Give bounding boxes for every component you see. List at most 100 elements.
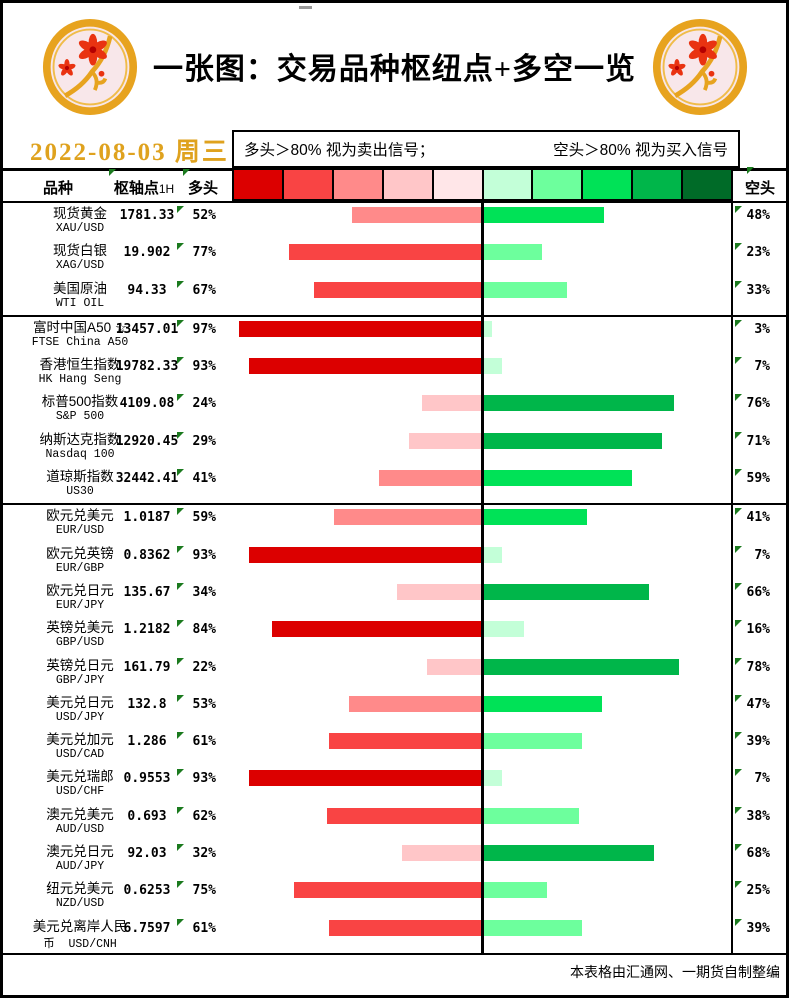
long-bar: [397, 583, 482, 600]
corner-flag-icon: [177, 881, 184, 889]
pivot-value: 1.0187: [123, 510, 171, 526]
short-bar: [484, 281, 567, 298]
table-row: 美国原油 WTI OIL 94.33 67% 33%: [0, 278, 789, 315]
long-pct: 41%: [192, 471, 216, 487]
instrument-name: 美元兑日元: [46, 694, 114, 710]
table-row: 标普500指数 S&P 500 4109.08 24% 76%: [0, 391, 789, 428]
short-bar: [484, 395, 674, 412]
column-header-long: 多头: [187, 180, 218, 197]
long-pct: 84%: [192, 622, 216, 638]
table-row: 澳元兑日元 AUD/JPY 92.03 32% 68%: [0, 841, 789, 878]
corner-flag-icon: [177, 582, 184, 590]
long-pct: 22%: [192, 659, 216, 675]
instrument-name: 纽元兑美元: [46, 881, 114, 897]
column-header-pivot: 枢轴点1H: [103, 177, 185, 198]
instrument-code: XAU/USD: [55, 222, 105, 235]
corner-flag-icon: [177, 508, 184, 516]
long-pct: 93%: [192, 359, 216, 375]
corner-flag-icon: [177, 918, 184, 926]
long-bar: [249, 358, 482, 375]
corner-flag-icon: [735, 657, 742, 665]
long-pct: 29%: [192, 433, 216, 449]
short-bar: [484, 358, 502, 375]
pivot-value: 0.9553: [123, 771, 171, 787]
scale-swatch: [283, 170, 332, 199]
pivot-value: 1.286: [127, 734, 167, 750]
table-row: 香港恒生指数 HK Hang Seng 19782.33 93% 7%: [0, 354, 789, 391]
long-pct: 59%: [192, 510, 216, 526]
corner-flag-icon: [177, 469, 184, 477]
instrument-code: XAG/USD: [55, 259, 105, 273]
corner-flag-icon: [735, 732, 742, 740]
corner-flag-icon: [735, 620, 742, 628]
short-bar: [484, 695, 602, 712]
pivot-value: 135.67: [123, 584, 171, 600]
top-dash-mark: [299, 6, 312, 9]
long-pct: 53%: [192, 696, 216, 712]
instrument-code: Nasdaq 100: [45, 447, 115, 461]
corner-flag-icon: [177, 545, 184, 553]
group-separator: [0, 314, 789, 317]
corner-flag-icon: [177, 844, 184, 852]
corner-flag-icon: [735, 394, 742, 402]
scale-swatch: [234, 170, 282, 199]
corner-flag-icon: [735, 206, 742, 213]
long-bar: [314, 281, 482, 298]
instrument-code: EUR/JPY: [55, 598, 105, 612]
long-bar: [334, 509, 482, 526]
table-row: 澳元兑美元 AUD/USD 0.693 62% 38%: [0, 804, 789, 841]
pivot-value: 94.33: [127, 282, 167, 298]
instrument-code: US30: [66, 485, 94, 499]
corner-flag-icon: [735, 844, 742, 852]
gold-medallion-icon: [42, 18, 138, 116]
corner-flag-icon: [177, 243, 184, 251]
corner-flag-icon: [735, 769, 742, 777]
pivot-value: 1.2182: [123, 622, 171, 638]
corner-flag-icon: [177, 431, 184, 439]
long-pct: 77%: [192, 245, 216, 261]
long-pct: 62%: [192, 808, 216, 824]
short-bar: [484, 546, 502, 563]
short-pct: 38%: [746, 808, 770, 824]
column-header-instrument: 品种: [42, 180, 73, 197]
instrument-code: EUR/USD: [55, 524, 105, 538]
corner-flag-icon: [177, 319, 184, 327]
short-pct: 23%: [746, 245, 770, 261]
short-bar: [484, 432, 662, 449]
pivot-value: 0.6253: [123, 883, 171, 899]
corner-flag-icon: [177, 769, 184, 777]
instrument-name: 美元兑瑞郎: [46, 769, 114, 785]
corner-flag-icon: [735, 545, 742, 553]
scale-swatch: [333, 170, 382, 199]
pivot-value: 4109.08: [119, 396, 175, 412]
short-pct: 39%: [746, 734, 770, 750]
table-row: 现货白银 XAG/USD 19.902 77% 23%: [0, 240, 789, 277]
short-signal-note: 空头＞80% 视为买入信号: [553, 142, 728, 159]
short-bar: [484, 658, 679, 675]
corner-flag-icon: [177, 620, 184, 628]
instrument-name: 美国原油: [53, 280, 107, 296]
short-pct: 78%: [746, 659, 770, 675]
instrument-code: GBP/JPY: [55, 673, 105, 687]
corner-flag-icon: [735, 469, 742, 477]
long-bar: [249, 770, 482, 787]
pivot-label: 枢轴点: [113, 180, 159, 197]
signal-note-box: 多头＞80% 视为卖出信号； 空头＞80% 视为买入信号: [232, 130, 740, 168]
short-pct: 33%: [746, 282, 770, 298]
short-pct: 7%: [754, 771, 770, 787]
right-column-border: [731, 201, 733, 953]
instrument-code: USD/JPY: [55, 710, 105, 724]
short-bar: [484, 320, 492, 337]
long-pct: 61%: [192, 920, 216, 936]
long-bar: [329, 919, 482, 936]
short-pct: 68%: [746, 846, 770, 862]
corner-flag-icon: [177, 280, 184, 288]
short-pct: 47%: [746, 696, 770, 712]
corner-flag-icon: [177, 732, 184, 740]
rows-area: 现货黄金 XAU/USD 1781.33 52% 48% 现货白银 XAG/USD 19.90…: [0, 203, 789, 953]
table-row: 纳斯达克指数 Nasdaq 100 12920.45 29% 71%: [0, 429, 789, 466]
scale-swatch: [583, 170, 632, 199]
long-bar: [294, 882, 482, 899]
instrument-name: 现货黄金: [53, 206, 107, 221]
scale-swatch: [383, 170, 432, 199]
